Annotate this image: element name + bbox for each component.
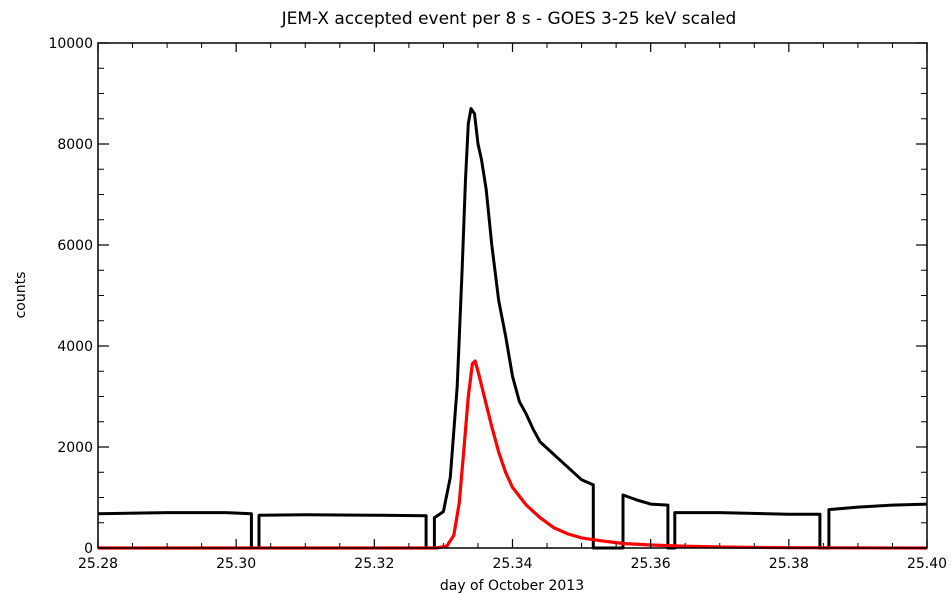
x-tick-label: 25.40: [907, 556, 947, 572]
y-tick-label: 8000: [57, 137, 93, 153]
y-tick-label: 4000: [57, 339, 93, 355]
x-tick-label: 25.28: [78, 556, 118, 572]
x-tick-label: 25.34: [492, 556, 532, 572]
chart-title: JEM-X accepted event per 8 s - GOES 3-25…: [281, 9, 737, 29]
series-line-jemx: [97, 107, 928, 550]
series-line-goes: [98, 359, 928, 550]
x-tick-label: 25.38: [769, 556, 809, 572]
y-tick-label: 2000: [57, 440, 93, 456]
series-layer: [97, 107, 928, 550]
x-axis-label: day of October 2013: [440, 578, 584, 594]
plot-frame: [97, 42, 928, 549]
y-tick-label: 6000: [57, 238, 93, 254]
y-tick-label: 0: [84, 541, 93, 557]
x-tick-label: 25.36: [631, 556, 671, 572]
y-axis-label: counts: [13, 272, 29, 319]
y-tick-label: 10000: [48, 36, 93, 52]
x-tick-label: 25.30: [216, 556, 256, 572]
x-tick-label: 25.32: [354, 556, 394, 572]
ticks-layer: 25.28 25.30 25.32 25.34 25.36 25.38 25.40 0 2000…: [48, 36, 947, 572]
